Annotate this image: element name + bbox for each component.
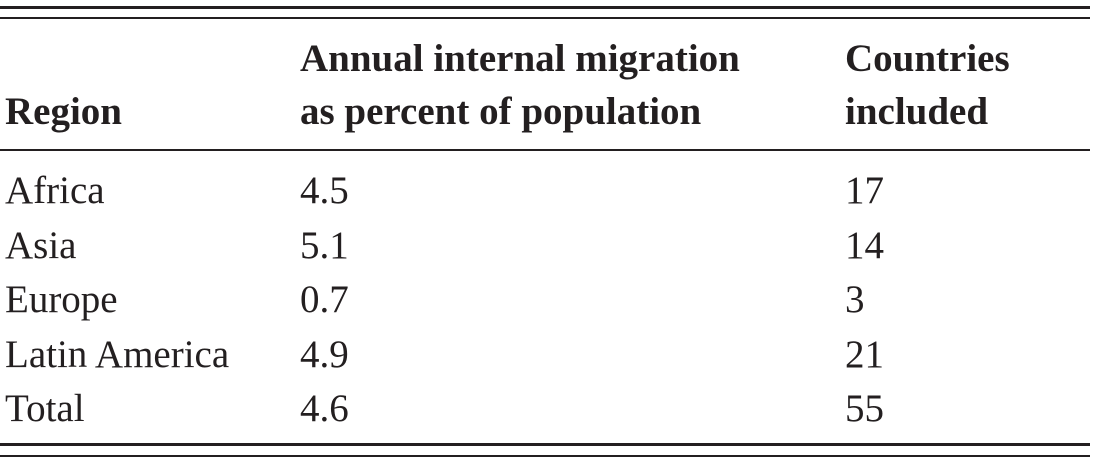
cell-migration-pct: 4.9: [300, 332, 349, 376]
header-migration: Annual internal migration as percent of …: [300, 32, 740, 138]
header-region-line: Region: [5, 90, 122, 133]
table-header: Region Annual internal migration as perc…: [0, 37, 1090, 138]
cell-region: Asia: [5, 223, 77, 267]
cell-countries: 3: [845, 278, 865, 321]
header-migration-line-1: Annual internal migration: [300, 37, 740, 80]
table-row: Europe 0.7 3: [0, 273, 1090, 328]
header-countries: Countries included: [845, 32, 1010, 138]
table-row: Asia 5.1 14: [0, 219, 1090, 274]
cell-countries: 55: [845, 387, 884, 430]
cell-region: Total: [5, 387, 85, 430]
top-rule: [0, 6, 1090, 9]
cell-countries: 14: [845, 223, 884, 267]
cell-migration-pct: 4.5: [300, 169, 349, 212]
top-rule-secondary: [0, 17, 1090, 19]
bottom-rule: [0, 443, 1090, 446]
cell-region: Latin America: [5, 332, 230, 376]
table-row-total: Total 4.6 55: [0, 382, 1090, 437]
table-body: Africa 4.5 17 Asia 5.1 14 Europe 0.7 3 L…: [0, 164, 1090, 437]
cell-region: Europe: [5, 278, 118, 321]
cell-migration-pct: 5.1: [300, 223, 349, 267]
cell-countries: 21: [845, 332, 884, 376]
header-migration-line-2: as percent of population: [300, 90, 702, 133]
header-rule: [0, 149, 1090, 151]
bottom-rule-secondary: [0, 455, 1090, 457]
table-row: Latin America 4.9 21: [0, 328, 1090, 383]
header-countries-line-1: Countries: [845, 37, 1010, 80]
cell-region: Africa: [5, 169, 105, 212]
header-region: Region: [5, 85, 122, 138]
cell-migration-pct: 4.6: [300, 387, 349, 430]
header-countries-line-2: included: [845, 90, 989, 133]
cell-countries: 17: [845, 169, 884, 212]
cell-migration-pct: 0.7: [300, 278, 349, 321]
table-row: Africa 4.5 17: [0, 164, 1090, 219]
